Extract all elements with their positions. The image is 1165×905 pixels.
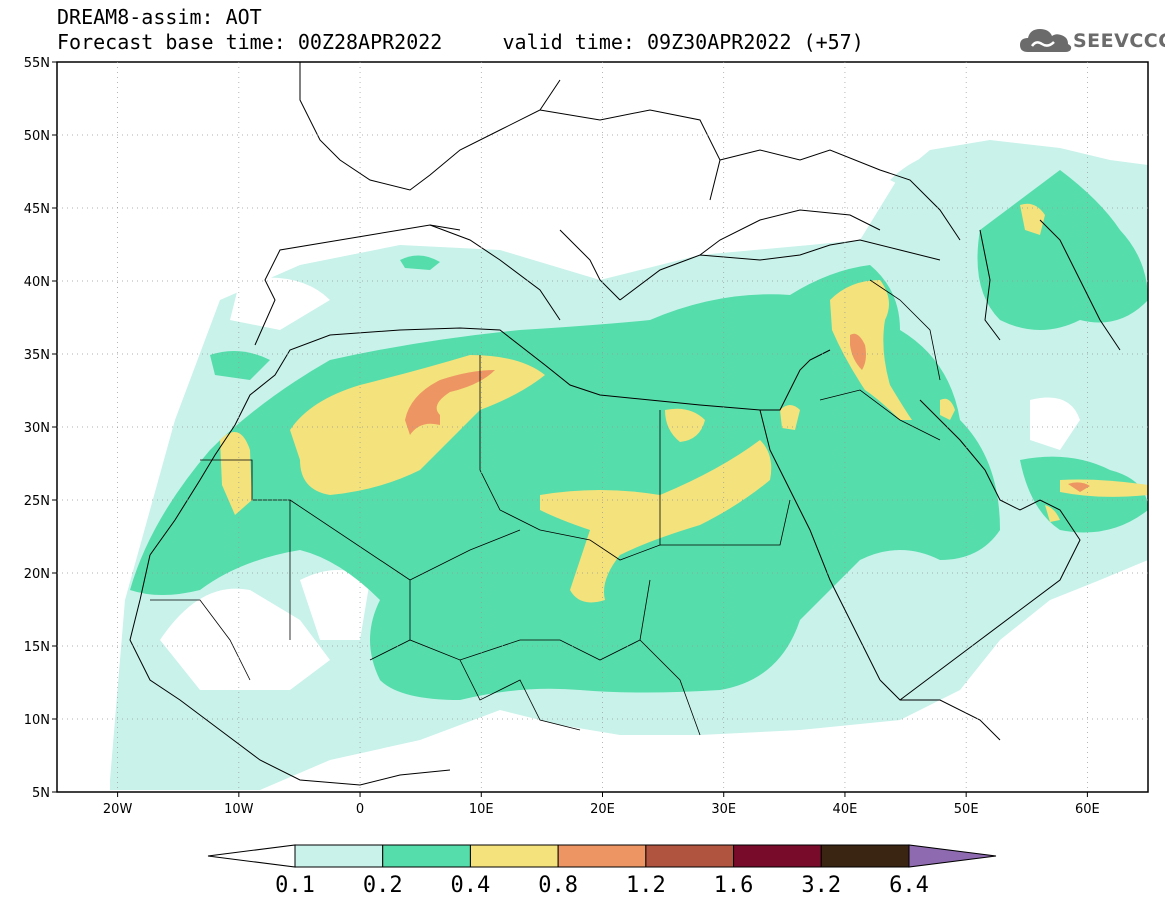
colorbar-label: 0.8	[538, 873, 578, 898]
colorbar-box	[733, 844, 822, 868]
colorbar-label: 0.1	[275, 873, 315, 898]
lat-label: 45N	[24, 202, 50, 217]
colorbar-label: 6.4	[889, 873, 929, 898]
colorbar-label: 1.2	[626, 873, 666, 898]
lat-label: 20N	[24, 567, 50, 582]
lon-label: 10E	[469, 802, 494, 817]
colorbar-box	[294, 844, 384, 868]
lat-label: 10N	[24, 713, 50, 728]
colorbar-over-triangle	[908, 844, 997, 868]
colorbar-box	[557, 844, 647, 868]
country-borders	[150, 279, 941, 736]
colorbar-box	[645, 844, 735, 868]
lat-label: 35N	[24, 348, 50, 363]
map-title: DREAM8-assim: AOT	[57, 5, 262, 29]
lon-label: 20E	[590, 802, 615, 817]
lon-label: 0	[356, 802, 364, 817]
colorbar-box	[820, 844, 910, 868]
lon-label: 40E	[833, 802, 858, 817]
lat-label: 15N	[24, 640, 50, 655]
colorbar-under-triangle	[207, 844, 296, 868]
colorbar-box	[469, 844, 559, 868]
forecast-times: Forecast base time: 00Z28APR2022 valid t…	[57, 30, 864, 54]
aot-level-0.8	[405, 333, 1090, 492]
colorbar-label: 0.4	[451, 873, 491, 898]
longitude-labels: 20W 10W 0 10E 20E 30E 40E 50E 60E	[103, 802, 1100, 817]
colorbar-label: 1.6	[714, 873, 754, 898]
colorbar-label: 3.2	[801, 873, 841, 898]
lat-label: 50N	[24, 129, 50, 144]
seevccc-logo: SEEVCCC	[1018, 24, 1165, 58]
lat-label: 5N	[32, 786, 50, 801]
lon-label: 60E	[1075, 802, 1100, 817]
lon-label: 50E	[954, 802, 979, 817]
lat-label: 30N	[24, 421, 50, 436]
lat-label: 25N	[24, 494, 50, 509]
aot-shading	[110, 140, 1148, 790]
lon-label: 10W	[224, 802, 254, 817]
lat-label: 55N	[24, 56, 50, 71]
coastlines	[129, 62, 1121, 786]
graticule	[57, 62, 1148, 792]
lat-label: 40N	[24, 275, 50, 290]
latitude-labels: 55N 50N 45N 40N 35N 30N 25N 20N 15N 10N 5N	[24, 56, 50, 801]
lon-label: 20W	[103, 802, 133, 817]
cloud-icon	[1020, 29, 1072, 52]
axis-ticks	[52, 61, 1088, 797]
lon-label: 30E	[711, 802, 736, 817]
colorbar: 0.1 0.2 0.4 0.8 1.2 1.6 3.2 6.4	[207, 844, 997, 898]
colorbar-box	[382, 844, 471, 868]
colorbar-label: 0.2	[363, 873, 403, 898]
logo-text: SEEVCCC	[1073, 30, 1165, 52]
